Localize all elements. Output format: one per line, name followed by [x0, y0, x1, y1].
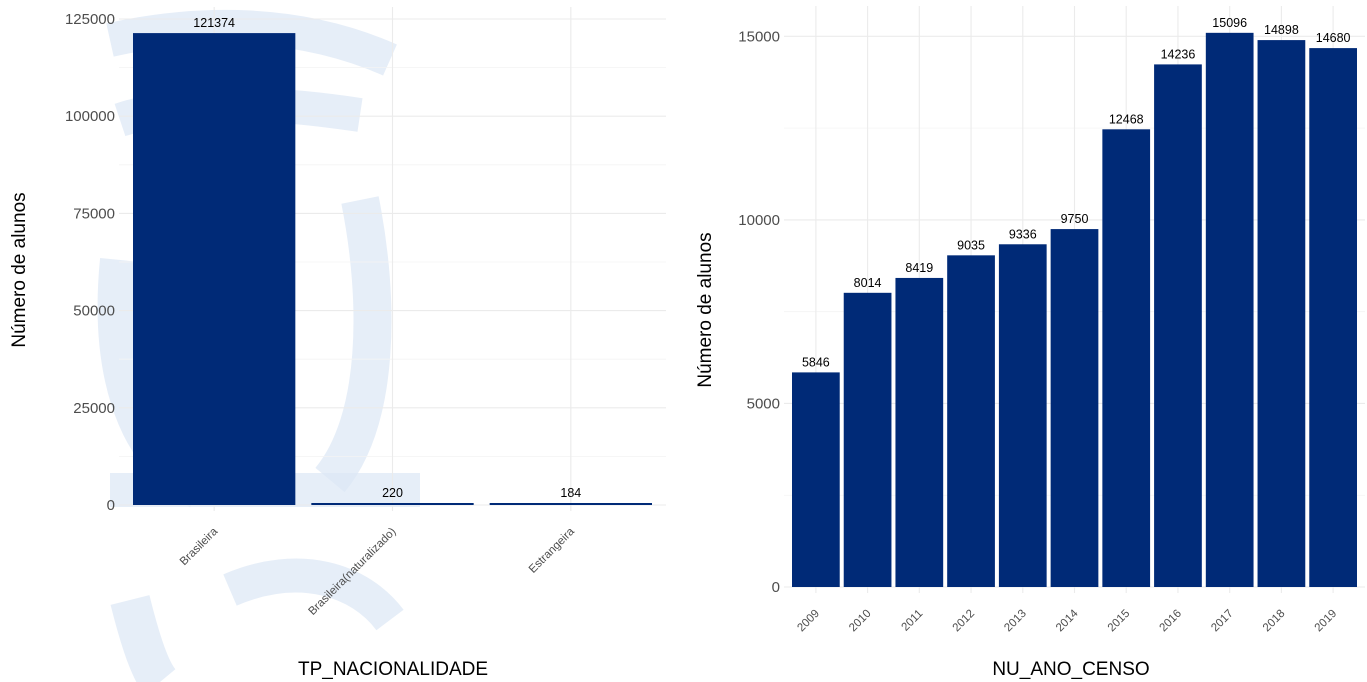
right-data-label: 15096 — [1212, 16, 1247, 30]
right-x-tick-label: 2009 — [795, 608, 822, 635]
right-data-label: 14898 — [1264, 23, 1299, 37]
right-data-label: 14680 — [1316, 31, 1351, 45]
right-bar — [1309, 48, 1357, 588]
right-y-tick-labels: 0 5000 10000 15000 — [738, 28, 780, 596]
left-y-tick-label: 125000 — [65, 11, 115, 28]
left-y-tick-label: 100000 — [65, 108, 115, 125]
right-y-axis-title: Número de alunos — [695, 232, 716, 387]
right-bar — [947, 255, 995, 587]
right-x-tick-label: 2016 — [1157, 608, 1184, 635]
right-x-tick-label: 2019 — [1313, 608, 1340, 635]
right-data-label: 14236 — [1161, 47, 1196, 61]
right-bar — [1102, 129, 1151, 587]
right-data-label: 9336 — [1009, 227, 1037, 241]
right-data-label: 9750 — [1061, 212, 1089, 226]
left-y-tick-label: 0 — [107, 497, 115, 514]
left-y-tick-labels: 0 25000 50000 75000 100000 125000 — [65, 11, 115, 514]
left-x-tick-label: Brasileira — [178, 525, 221, 568]
right-bars — [792, 32, 1357, 588]
right-data-labels: 5846 8014 8419 9035 9336 9750 12468 14236 15096 1… — [802, 16, 1351, 370]
right-bar — [895, 277, 944, 587]
right-x-tick-labels: 2009 2010 2011 2012 2013 2014 2015 2016 2017 2018… — [795, 607, 1339, 634]
left-bar — [311, 503, 474, 505]
right-y-tick-label: 10000 — [738, 212, 780, 229]
right-bar — [1050, 229, 1099, 588]
right-x-tick-label: 2011 — [899, 608, 925, 634]
left-bars — [133, 33, 652, 505]
left-y-tick-label: 75000 — [73, 205, 115, 222]
right-x-tick-label: 2015 — [1106, 608, 1133, 635]
left-data-label: 121374 — [193, 16, 235, 30]
right-x-tick-label: 2017 — [1209, 608, 1236, 635]
left-data-labels: 121374 220 184 — [193, 16, 581, 500]
right-x-tick-label: 2013 — [1002, 608, 1029, 635]
right-x-tick-label: 2014 — [1054, 607, 1081, 634]
left-y-tick-label: 25000 — [73, 400, 115, 417]
right-data-label: 8014 — [854, 276, 882, 290]
left-bar — [489, 503, 652, 505]
chart-census-year: 5846 8014 8419 9035 9336 9750 12468 14236 15096 1… — [695, 6, 1365, 680]
right-bar — [792, 372, 840, 587]
right-y-tick-label: 15000 — [738, 28, 780, 45]
right-data-label: 9035 — [957, 238, 985, 252]
right-y-tick-label: 5000 — [747, 395, 780, 412]
right-bar — [1154, 64, 1202, 588]
right-x-tick-label: 2010 — [847, 608, 874, 635]
left-y-axis-title: Número de alunos — [9, 192, 30, 347]
right-data-label: 8419 — [905, 261, 933, 275]
right-data-label: 5846 — [802, 355, 830, 369]
left-y-tick-label: 50000 — [73, 303, 115, 320]
right-x-tick-label: 2018 — [1261, 608, 1288, 635]
right-bar — [1257, 40, 1306, 587]
right-bar — [1205, 32, 1254, 588]
right-x-axis-title: NU_ANO_CENSO — [992, 659, 1149, 680]
left-bar — [133, 33, 296, 505]
right-data-label: 12468 — [1109, 112, 1144, 126]
left-x-axis-title: TP_NACIONALIDADE — [298, 659, 488, 680]
left-data-label: 184 — [560, 486, 581, 500]
right-x-tick-label: 2012 — [951, 608, 978, 635]
right-bar — [998, 244, 1047, 588]
right-y-tick-label: 0 — [772, 579, 780, 596]
left-x-tick-label: Estrangeira — [527, 525, 577, 575]
right-bar — [843, 292, 892, 587]
left-data-label: 220 — [382, 486, 403, 500]
